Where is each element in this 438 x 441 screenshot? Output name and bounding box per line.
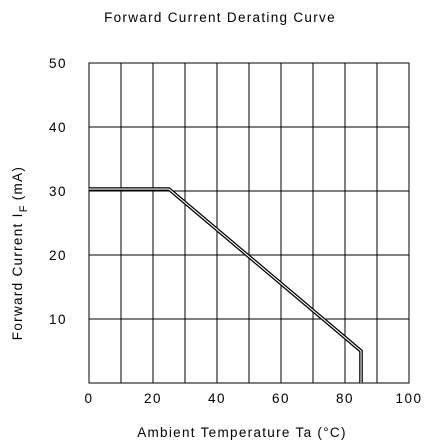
y-tick-label: 10 [49, 312, 67, 327]
y-tick-label: 50 [49, 56, 67, 71]
y-tick-label: 40 [49, 120, 67, 135]
y-tick-label: 30 [49, 184, 67, 199]
x-tick-label: 100 [395, 391, 422, 406]
derating-line [89, 187, 363, 383]
y-tick-label: 20 [49, 248, 67, 263]
y-axis-label: Forward Current IF (mA) [10, 166, 30, 340]
x-tick-label: 20 [144, 391, 162, 406]
y-axis-label-subscript: F [18, 204, 30, 212]
x-tick-label: 60 [272, 391, 290, 406]
grid [88, 62, 410, 384]
x-tick-labels: 0 20 40 60 80 100 [84, 391, 422, 406]
chart-title: Forward Current Derating Curve [104, 10, 336, 25]
series-layer [89, 187, 363, 383]
y-axis-label-unit: (mA) [10, 166, 25, 200]
x-tick-label: 0 [84, 391, 93, 406]
derating-line-highlight [89, 188, 362, 383]
x-tick-label: 40 [208, 391, 226, 406]
x-axis-label: Ambient Temperature Ta (°C) [137, 425, 347, 440]
y-tick-labels: 10 20 30 40 50 [49, 56, 67, 327]
y-axis-label-main: Forward Current I [10, 212, 25, 340]
x-tick-label: 80 [336, 391, 354, 406]
